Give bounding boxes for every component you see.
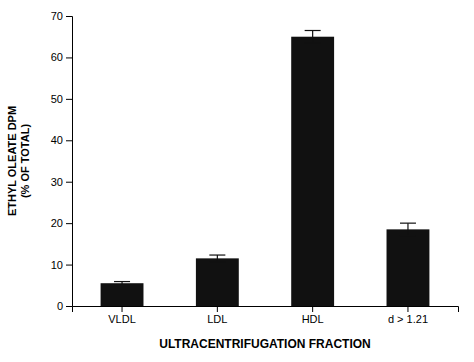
y-tick: 20: [51, 217, 72, 229]
bar: [291, 37, 334, 306]
y-tick-label: 0: [57, 300, 63, 312]
y-tick-label: 10: [51, 259, 63, 271]
y-tick: 40: [51, 134, 72, 146]
x-tick: VLDL: [108, 306, 136, 325]
y-tick-mark: [66, 306, 72, 307]
y-tick: 0: [57, 300, 72, 312]
x-tick-label: LDL: [207, 313, 227, 325]
error-bar-cap: [114, 284, 130, 285]
y-tick-mark: [66, 57, 72, 58]
x-tick-mark: [217, 306, 218, 312]
y-tick: 30: [51, 176, 72, 188]
y-tick: 10: [51, 259, 72, 271]
y-tick: 70: [51, 10, 72, 22]
y-tick-mark: [66, 223, 72, 224]
x-tick-label: d > 1.21: [388, 313, 428, 325]
y-tick: 60: [51, 51, 72, 63]
x-tick: LDL: [207, 306, 227, 325]
x-tick: HDL: [302, 306, 324, 325]
x-axis-line: [73, 307, 459, 313]
y-tick-label: 60: [51, 51, 63, 63]
error-bar-stem: [407, 223, 408, 235]
error-bar: [114, 282, 130, 285]
x-tick-mark: [122, 306, 123, 312]
bar: [101, 283, 144, 306]
error-bar-cap: [305, 42, 321, 43]
x-tick-mark: [312, 306, 313, 312]
y-tick-mark: [66, 265, 72, 266]
error-bar: [209, 255, 225, 262]
y-tick-mark: [66, 99, 72, 100]
y-tick-label: 20: [51, 217, 63, 229]
bar: [387, 229, 430, 306]
error-bar-cap: [305, 30, 321, 31]
error-bar-cap: [209, 254, 225, 255]
plot: 0 10 20 30 40 50 60 70 VLDL LDL HDL d > 1.21: [51, 10, 459, 325]
error-bar-cap: [400, 235, 416, 236]
y-tick: 50: [51, 93, 72, 105]
y-tick-mark: [66, 16, 72, 17]
y-tick-label: 40: [51, 134, 63, 146]
error-bar-stem: [217, 255, 218, 262]
y-axis-line: [66, 17, 73, 307]
x-axis: VLDL LDL HDL d > 1.21: [73, 306, 459, 325]
x-axis-title: ULTRACENTRIFUGATION FRACTION: [159, 337, 371, 351]
error-bar-stem: [312, 31, 313, 43]
error-bar-cap: [400, 223, 416, 224]
y-tick-label: 50: [51, 93, 63, 105]
y-axis: 0 10 20 30 40 50 60 70: [51, 10, 73, 312]
x-tick-label: VLDL: [108, 313, 136, 325]
y-axis-title-line: ETHYL OLEATE DPM: [6, 106, 18, 216]
bars: [101, 31, 430, 307]
y-tick-mark: [66, 140, 72, 141]
x-tick: d > 1.21: [388, 306, 428, 325]
x-tick-label: HDL: [302, 313, 324, 325]
y-axis-title-line: (% OF TOTAL): [19, 124, 31, 198]
y-tick-label: 30: [51, 176, 63, 188]
bar: [196, 258, 239, 306]
error-bar-cap: [209, 261, 225, 262]
y-axis-title: ETHYL OLEATE DPM(% OF TOTAL): [6, 106, 31, 216]
error-bar: [400, 223, 416, 235]
y-tick-mark: [66, 182, 72, 183]
x-tick-mark: [407, 306, 408, 312]
error-bar-cap: [114, 281, 130, 282]
y-tick-label: 70: [51, 10, 63, 22]
chart: 0 10 20 30 40 50 60 70 VLDL LDL HDL d > 1.21 ULTRACE…: [0, 0, 474, 362]
error-bar: [305, 31, 321, 43]
